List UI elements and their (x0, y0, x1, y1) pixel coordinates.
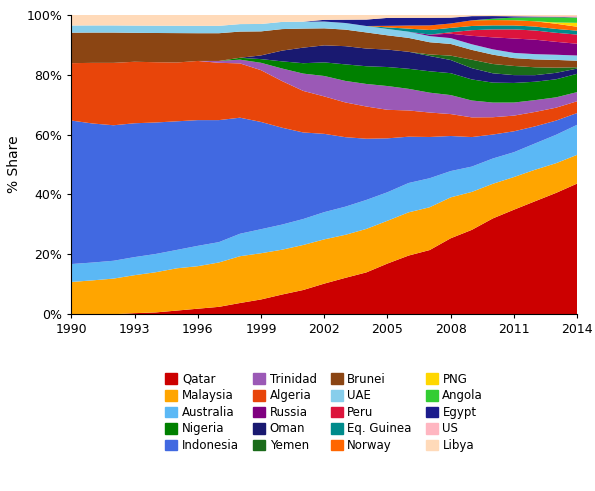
Y-axis label: % Share: % Share (7, 136, 21, 193)
Legend: Qatar, Malaysia, Australia, Nigeria, Indonesia, Trinidad, Algeria, Russia, Oman,: Qatar, Malaysia, Australia, Nigeria, Ind… (161, 368, 488, 457)
